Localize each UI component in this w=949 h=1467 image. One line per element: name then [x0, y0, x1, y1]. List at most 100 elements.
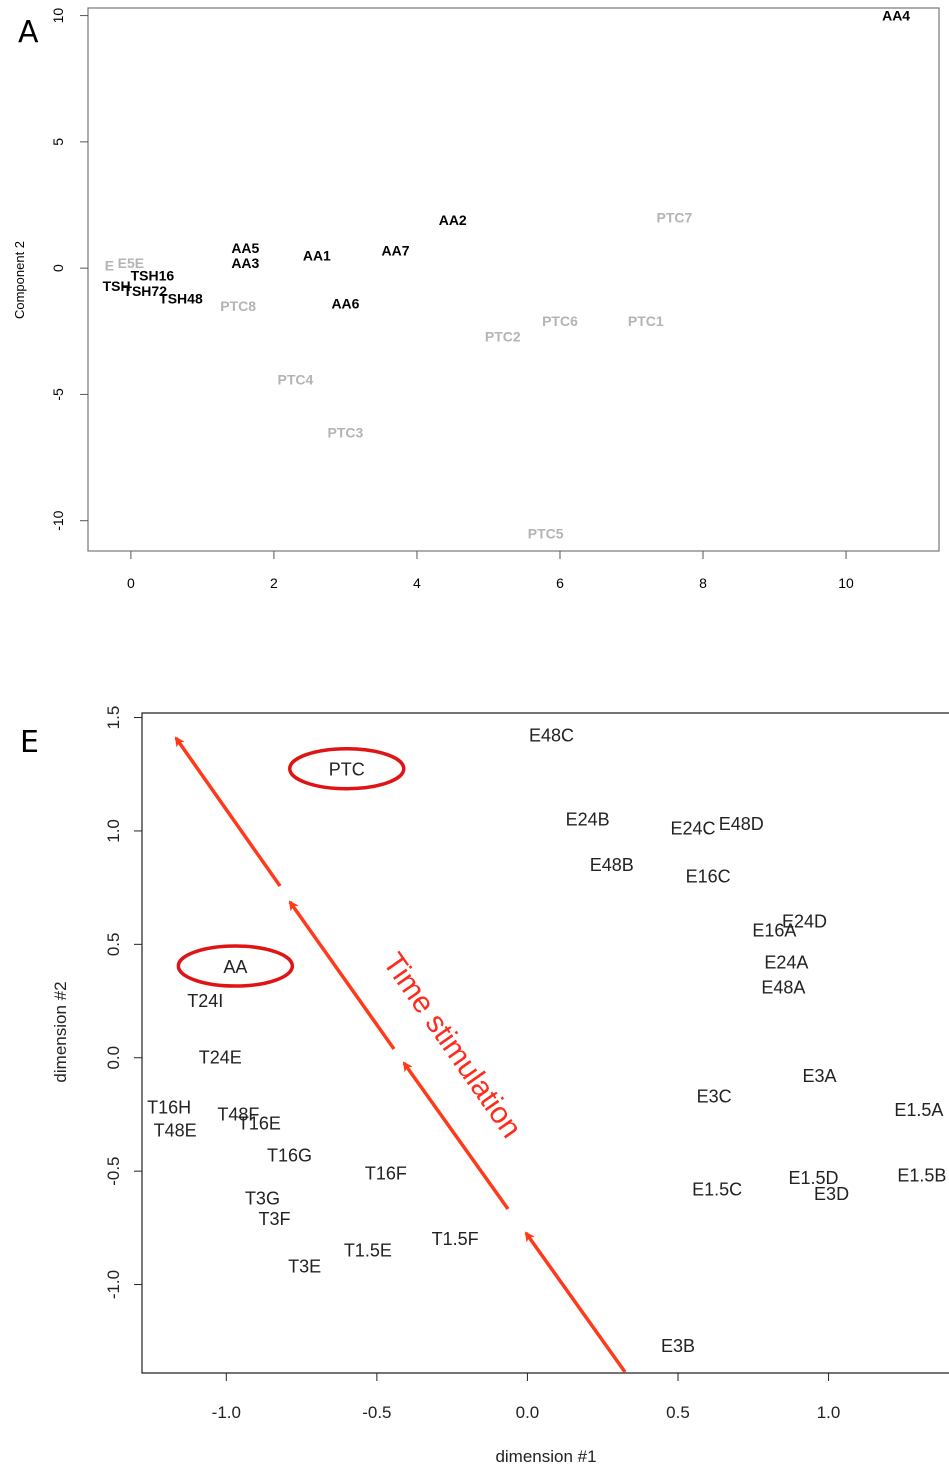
x-tick-label: 8	[699, 575, 707, 591]
point-label: PTC5	[528, 525, 564, 541]
point-label: T16H	[147, 1098, 191, 1118]
point-label: AA5	[231, 240, 259, 256]
y-tick-label: -1.0	[104, 1270, 123, 1299]
point-label: PTC2	[485, 328, 521, 344]
point-label: PTC8	[220, 298, 256, 314]
x-tick-label: -0.5	[362, 1403, 391, 1422]
arrow-segment-4	[174, 736, 282, 888]
x-axis-e: -1.0 -0.5 0.0 0.5 1.0	[212, 1373, 841, 1422]
point-label: E48B	[590, 855, 634, 875]
y-tick-label: 10	[50, 8, 66, 24]
x-tick-label: 10	[838, 575, 854, 591]
point-label: AA7	[381, 242, 409, 258]
point-label: T24I	[187, 991, 223, 1011]
x-tick-label: 6	[556, 575, 564, 591]
point-label: T1.5F	[432, 1229, 479, 1249]
y-tick-label: -0.5	[104, 1156, 123, 1185]
x-axis-label-e: dimension #1	[495, 1447, 596, 1466]
point-label: E24C	[671, 819, 716, 839]
point-label: PTC6	[542, 313, 578, 329]
point-label: E1.5C	[692, 1179, 742, 1199]
time-arrows	[174, 736, 627, 1374]
x-tick-label: -1.0	[212, 1403, 241, 1422]
point-label: E1.5A	[894, 1100, 943, 1120]
point-label: T16G	[267, 1145, 312, 1165]
group-ellipse	[176, 944, 295, 988]
arrow-segment-1	[524, 1231, 627, 1374]
y-tick-label: 1.5	[104, 706, 123, 730]
arrow-segment-3	[288, 900, 396, 1051]
point-label: AA4	[882, 8, 910, 24]
group-ellipse	[288, 746, 406, 791]
point-label: TSH16	[131, 268, 175, 284]
plot-frame-e	[141, 712, 949, 1374]
x-tick-label: 1.0	[817, 1403, 841, 1422]
point-label: T48F	[217, 1104, 259, 1124]
point-label: T3F	[258, 1209, 290, 1229]
point-label: PTC1	[628, 313, 664, 329]
y-tick-label: 1.0	[104, 819, 123, 843]
point-label: AA6	[331, 295, 359, 311]
point-label: E1.5D	[788, 1168, 838, 1188]
point-label: E48D	[719, 814, 764, 834]
x-tick-label: 0.0	[516, 1403, 540, 1422]
point-label: TSH72	[123, 283, 167, 299]
point-label: E5E	[118, 255, 144, 271]
x-axis-a: 0 2 4 6 8 10	[127, 551, 854, 591]
point-label: TSH48	[159, 290, 203, 306]
y-axis-a: 10 5 0 -5 -10	[50, 8, 88, 531]
point-label: E3B	[661, 1336, 695, 1356]
point-label: E48A	[761, 977, 805, 997]
chart-panel-e: E dimension #1 dimension #2 -1.0 -0.5 0.0 0…	[20, 706, 949, 1466]
point-label: T24E	[199, 1048, 242, 1068]
group-ellipses: PTC AA	[176, 746, 406, 988]
point-label: E16C	[686, 866, 731, 886]
y-tick-label: 0.5	[104, 933, 123, 957]
point-label: E	[105, 258, 114, 274]
point-label: E3A	[803, 1066, 837, 1086]
x-tick-label: 0	[127, 575, 135, 591]
y-tick-label: -10	[50, 510, 66, 530]
point-label: T48E	[154, 1120, 197, 1140]
point-label: T1.5E	[344, 1241, 392, 1261]
point-label: T16F	[365, 1163, 407, 1183]
point-label: E3D	[814, 1184, 849, 1204]
time-stimulation-annotation: Time stimulation	[376, 947, 528, 1144]
point-label: PTC4	[277, 371, 313, 387]
point-label: E1.5B	[897, 1166, 946, 1186]
point-label: AA2	[439, 212, 467, 228]
data-points-a: AA4 AA2 AA7 AA5 AA1 AA3 AA6 PTC7 PTC8 PTC6 PTC1 PTC…	[103, 8, 911, 542]
point-label: E3C	[697, 1086, 732, 1106]
x-tick-label: 2	[270, 575, 278, 591]
panel-label-e: E	[20, 725, 39, 760]
point-label: E24A	[764, 952, 808, 972]
point-label: PTC3	[328, 424, 364, 440]
point-label: E16A	[752, 921, 796, 941]
point-label: E24D	[782, 912, 827, 932]
y-tick-label: -5	[50, 388, 66, 401]
panel-label-a: A	[18, 15, 39, 50]
y-axis-label-a: Component 2	[12, 241, 27, 319]
x-tick-label: 4	[413, 575, 421, 591]
point-label: T16E	[238, 1114, 281, 1134]
point-label: AA1	[303, 248, 331, 264]
point-label: E24B	[566, 810, 610, 830]
plot-frame-a	[87, 7, 940, 552]
ellipse-label: PTC	[329, 760, 365, 780]
arrow-segment-2	[402, 1061, 510, 1211]
y-tick-label: 0.0	[104, 1046, 123, 1070]
point-label: TSH	[103, 278, 131, 294]
y-axis-label-e: dimension #2	[51, 981, 70, 1082]
y-tick-label: 0	[50, 264, 66, 272]
ellipse-label: AA	[223, 957, 247, 977]
point-label: AA3	[231, 255, 259, 271]
y-tick-label: 5	[50, 138, 66, 146]
point-label: E48C	[529, 726, 574, 746]
point-label: T3G	[245, 1188, 280, 1208]
point-label: PTC7	[657, 210, 693, 226]
point-label: T3E	[288, 1256, 321, 1276]
x-tick-label: 0.5	[666, 1403, 690, 1422]
